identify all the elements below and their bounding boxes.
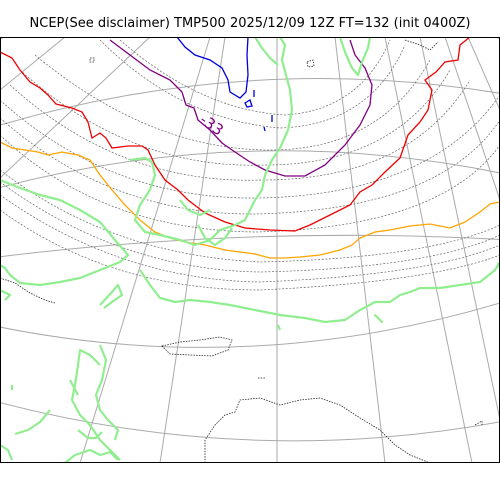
isotherms-thin	[0, 39, 500, 291]
coastline	[474, 420, 483, 426]
isotherm-line	[0, 117, 500, 215]
longitude-line	[79, 37, 211, 463]
blue-contour	[244, 99, 253, 108]
isotherm-line	[34, 54, 431, 151]
green-contour	[0, 178, 130, 287]
coastline	[404, 39, 439, 51]
green-contour	[99, 283, 124, 309]
green-contour	[0, 289, 12, 301]
green-contour	[14, 409, 51, 436]
latitude-line	[0, 78, 500, 126]
green-contour	[94, 344, 120, 441]
blue-contour	[176, 37, 249, 99]
isotherm-line	[0, 94, 500, 199]
coastlines	[0, 39, 483, 463]
latitude-line	[0, 302, 500, 348]
green-contour	[139, 261, 500, 324]
contour-label: -33	[196, 111, 226, 140]
isotherm-line	[0, 194, 500, 283]
green-contour	[276, 324, 282, 331]
latitude-line	[0, 234, 500, 258]
longitude-line	[444, 37, 500, 201]
isotherm-line	[0, 169, 500, 263]
longitude-line	[334, 37, 386, 463]
green-contours	[0, 37, 500, 463]
green-contour	[373, 313, 384, 324]
coastline	[204, 397, 431, 463]
latitude-line	[0, 402, 500, 442]
latitude-line	[0, 150, 500, 188]
red-contour	[0, 37, 471, 232]
orange-contour	[0, 141, 500, 259]
map-frame: -33	[0, 37, 500, 463]
coastline	[306, 59, 315, 68]
blue-contour	[263, 126, 266, 132]
isotherm-line	[0, 181, 500, 273]
map-title: NCEP(See disclaimer) TMP500 2025/12/09 1…	[29, 16, 471, 31]
longitude-line	[419, 37, 500, 421]
green-contour	[338, 37, 372, 77]
longitude-line	[159, 37, 226, 463]
green-contour	[77, 429, 103, 440]
isotherm-line	[119, 39, 391, 116]
coastline	[161, 336, 233, 357]
isotherm-line	[0, 209, 500, 291]
longitude-line	[467, 37, 500, 111]
green-contour	[254, 37, 279, 66]
longitude-line	[0, 37, 66, 91]
longitude-line	[0, 37, 151, 179]
green-contour	[70, 348, 121, 461]
temperature-map: -33	[0, 37, 500, 463]
coastline	[89, 57, 95, 63]
green-contour	[197, 224, 233, 247]
isotherm-line	[19, 69, 451, 166]
green-contour	[129, 37, 294, 247]
longitude-line	[384, 37, 473, 463]
green-contour	[0, 444, 14, 461]
isotherm-line	[99, 39, 406, 129]
purple-contour	[109, 39, 373, 177]
green-contour	[69, 379, 79, 396]
graticule	[0, 37, 500, 463]
green-contour	[179, 199, 211, 217]
coastline	[0, 277, 56, 304]
isotherm-line	[9, 79, 471, 181]
green-contour	[64, 448, 119, 463]
